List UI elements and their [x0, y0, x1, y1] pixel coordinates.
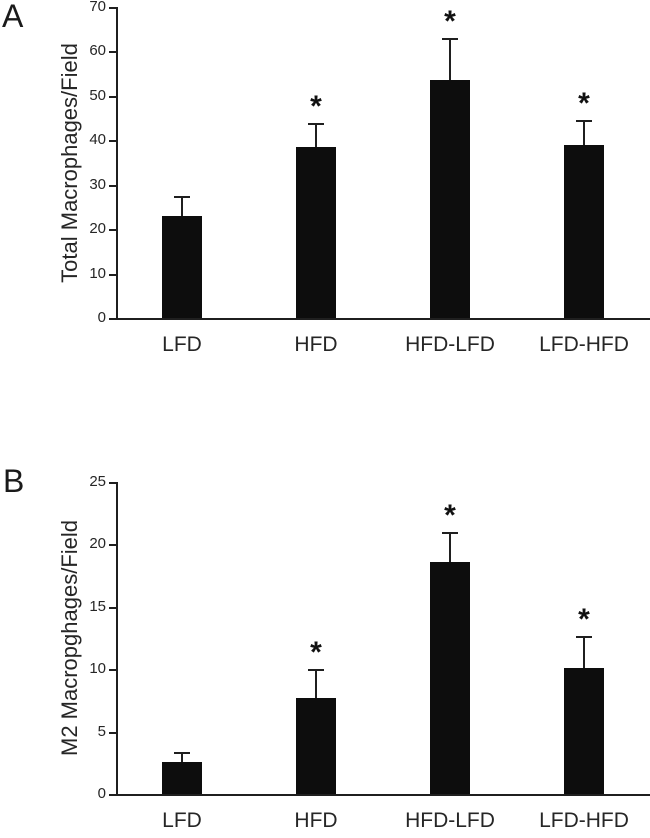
y-tick-mark-20 — [109, 544, 116, 547]
error-bar-cap-lfd — [174, 751, 190, 754]
error-bar-lfd-hfd — [583, 635, 585, 672]
error-bar-cap-hfd-lfd — [442, 38, 458, 41]
x-axis-line — [116, 794, 650, 796]
significance-asterisk-lfd-hfd: * — [578, 87, 590, 121]
y-tick-mark-10 — [109, 669, 116, 672]
y-tick-mark-40 — [109, 140, 116, 143]
y-tick-label-15: 15 — [89, 597, 106, 615]
error-bar-cap-lfd-hfd — [576, 635, 592, 638]
y-tick-mark-30 — [109, 184, 116, 187]
y-tick-label-0: 0 — [97, 309, 106, 326]
bar-lfd — [162, 761, 202, 794]
panel-b-plot-area: 0 5 10 15 20 25 LFD * HFD * HFD-LFD * LFD-HFD — [0, 419, 650, 838]
error-bar-cap-hfd-lfd — [442, 531, 458, 534]
category-label-hfd: HFD — [294, 333, 338, 356]
y-tick-mark-60 — [109, 51, 116, 54]
y-tick-mark-5 — [109, 731, 116, 734]
y-tick-label-20: 20 — [89, 220, 106, 238]
error-bar-cap-lfd — [174, 195, 190, 198]
bar-lfd — [162, 215, 202, 318]
category-label-hfd-lfd: HFD-LFD — [405, 809, 495, 832]
error-bar-hfd-lfd — [449, 531, 451, 566]
panel-a-letter: A — [2, 0, 24, 34]
y-tick-mark-0 — [109, 794, 116, 796]
y-tick-label-10: 10 — [89, 264, 106, 282]
significance-asterisk-lfd-hfd: * — [578, 602, 590, 636]
y-tick-label-70: 70 — [89, 0, 106, 15]
y-tick-mark-15 — [109, 606, 116, 609]
error-bar-lfd — [181, 751, 183, 766]
y-tick-mark-70 — [109, 7, 116, 9]
category-label-lfd: LFD — [162, 333, 202, 356]
bar-hfd-lfd — [430, 561, 470, 794]
y-axis-line — [116, 7, 118, 320]
y-tick-label-20: 20 — [89, 535, 106, 553]
y-tick-mark-20 — [109, 229, 116, 232]
y-tick-label-50: 50 — [89, 86, 106, 104]
y-tick-mark-25 — [109, 482, 116, 484]
x-axis-line — [116, 318, 650, 320]
category-label-hfd: HFD — [294, 809, 338, 832]
y-tick-label-0: 0 — [97, 785, 106, 802]
y-tick-label-10: 10 — [89, 660, 106, 678]
category-label-lfd-hfd: LFD-HFD — [539, 809, 629, 832]
y-tick-label-30: 30 — [89, 175, 106, 193]
error-bar-lfd-hfd — [583, 120, 585, 149]
significance-asterisk-hfd: * — [310, 89, 322, 123]
error-bar-cap-hfd — [308, 669, 324, 672]
y-tick-mark-0 — [109, 318, 116, 320]
significance-asterisk-hfd-lfd: * — [444, 498, 456, 532]
error-bar-hfd — [315, 669, 317, 702]
y-axis-line — [116, 482, 118, 796]
y-tick-mark-50 — [109, 95, 116, 98]
significance-asterisk-hfd-lfd: * — [444, 5, 456, 39]
category-label-lfd-hfd: LFD-HFD — [539, 333, 629, 356]
panel-a: A Total Macrophages/Field 0 10 20 30 40 50 60 7… — [2, 0, 650, 356]
y-tick-label-25: 25 — [89, 473, 106, 490]
panel-b: B M2 Macropghages/Field 0 5 10 15 20 25 LFD * HF… — [0, 419, 650, 838]
bar-hfd — [296, 697, 336, 794]
bar-lfd-hfd — [564, 144, 604, 318]
panel-a-plot-area: 0 10 20 30 40 50 60 70 LFD * HFD * HFD-LFD * LFD-HFD — [89, 0, 650, 356]
error-bar-hfd — [315, 122, 317, 151]
y-tick-label-5: 5 — [97, 722, 106, 740]
y-tick-label-60: 60 — [89, 42, 106, 60]
category-label-lfd: LFD — [162, 809, 202, 832]
error-bar-cap-lfd-hfd — [576, 120, 592, 123]
y-tick-label-40: 40 — [89, 131, 106, 149]
bar-hfd — [296, 146, 336, 318]
bar-hfd-lfd — [430, 80, 470, 318]
error-bar-lfd — [181, 195, 183, 220]
error-bar-cap-hfd — [308, 122, 324, 125]
y-tick-mark-10 — [109, 273, 116, 276]
category-label-hfd-lfd: HFD-LFD — [405, 333, 495, 356]
significance-asterisk-hfd: * — [310, 636, 322, 670]
error-bar-hfd-lfd — [449, 38, 451, 85]
bar-lfd-hfd — [564, 667, 604, 794]
panel-b-letter: B — [3, 463, 25, 499]
